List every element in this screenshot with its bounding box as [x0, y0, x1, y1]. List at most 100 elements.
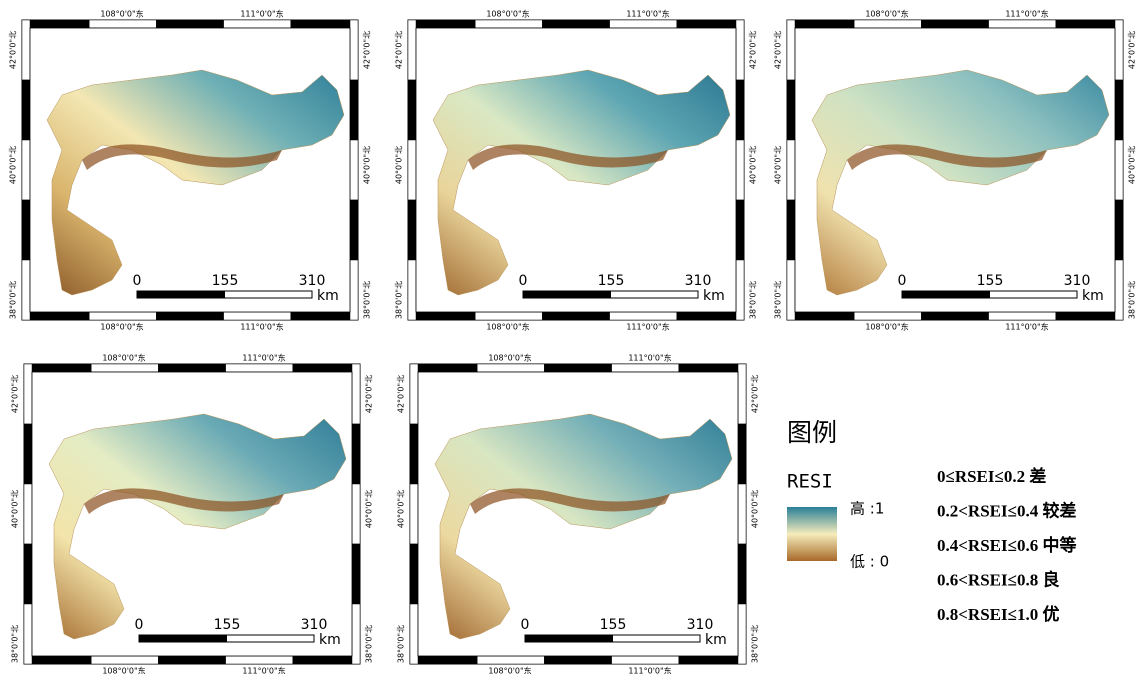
frame-segment	[738, 484, 746, 544]
lat-label: 40°0'0"北	[749, 146, 758, 184]
lat-label: 40°0'0"北	[1128, 146, 1137, 184]
lon-label: 108°0'0"东	[865, 9, 908, 19]
lon-label: 108°0'0"东	[488, 666, 531, 675]
scale-label: 0	[135, 617, 144, 633]
frame-segment	[158, 656, 225, 664]
lat-label: 42°0'0"北	[1128, 31, 1137, 69]
lat-label: 42°0'0"北	[363, 31, 372, 69]
frame-segment	[736, 260, 744, 320]
lon-label: 111°0'0"东	[240, 322, 283, 332]
scale-label: 0	[519, 273, 528, 289]
scale-label: 310	[1064, 273, 1091, 289]
lat-label: 42°0'0"北	[749, 31, 758, 69]
frame-segment	[22, 80, 30, 140]
lon-label: 108°0'0"东	[486, 9, 529, 19]
frame-segment	[226, 364, 293, 372]
frame-segment	[352, 484, 360, 544]
frame-segment	[156, 20, 223, 28]
lat-label: 42°0'0"北	[395, 31, 404, 69]
frame-segment	[1056, 20, 1123, 28]
frame-segment	[89, 312, 156, 320]
scale-bar-fill	[902, 291, 990, 298]
frame-segment	[24, 544, 32, 604]
lat-label: 38°0'0"北	[365, 625, 374, 663]
frame-segment	[542, 312, 609, 320]
frame-segment	[736, 80, 744, 140]
frame-segment	[350, 200, 358, 260]
lon-label: 111°0'0"东	[628, 353, 671, 363]
legend-class: 0.6<RSEI≤0.8 良	[937, 569, 1059, 589]
scale-bar-fill	[523, 291, 611, 298]
frame-segment	[989, 312, 1056, 320]
frame-segment	[352, 544, 360, 604]
frame-segment	[738, 424, 746, 484]
frame-segment	[787, 260, 795, 320]
scale-label: 155	[212, 273, 239, 289]
frame-segment	[612, 364, 679, 372]
scale-label: 310	[687, 617, 714, 633]
legend-class: 0≤RSEI≤0.2 差	[937, 466, 1046, 486]
frame-segment	[679, 656, 746, 664]
scale-label: 155	[598, 273, 625, 289]
frame-segment	[854, 20, 921, 28]
scale-bar-fill	[525, 635, 613, 642]
scale-label: 0	[898, 273, 907, 289]
frame-segment	[408, 80, 416, 140]
frame-segment	[787, 140, 795, 200]
frame-segment	[24, 604, 32, 664]
frame-segment	[677, 312, 744, 320]
frame-segment	[293, 656, 360, 664]
frame-segment	[736, 200, 744, 260]
lat-label: 38°0'0"北	[397, 625, 406, 663]
legend-low: 低 : 0	[850, 553, 889, 571]
frame-segment	[226, 656, 293, 664]
lon-label: 111°0'0"东	[242, 666, 285, 675]
scale-bar-fill	[137, 291, 225, 298]
frame-segment	[544, 656, 611, 664]
frame-segment	[787, 80, 795, 140]
lon-label: 108°0'0"东	[488, 353, 531, 363]
lat-label: 40°0'0"北	[395, 146, 404, 184]
frame-segment	[22, 200, 30, 260]
frame-segment	[350, 80, 358, 140]
frame-segment	[787, 20, 854, 28]
frame-segment	[544, 364, 611, 372]
lon-label: 111°0'0"东	[242, 353, 285, 363]
frame-segment	[158, 364, 225, 372]
lat-label: 40°0'0"北	[751, 490, 760, 528]
lat-label: 40°0'0"北	[397, 490, 406, 528]
frame-segment	[1115, 260, 1123, 320]
frame-segment	[1115, 20, 1123, 80]
lat-label: 38°0'0"北	[1128, 281, 1137, 319]
page: {"panels": [ {"top_labels": ["108°0'0\"东…	[0, 0, 1141, 678]
frame-segment	[677, 20, 744, 28]
frame-segment	[22, 20, 30, 80]
frame-segment	[24, 424, 32, 484]
legend-class: 0.4<RSEI≤0.6 中等	[937, 535, 1076, 555]
frame-segment	[410, 364, 418, 424]
lon-label: 111°0'0"东	[626, 322, 669, 332]
frame-segment	[736, 140, 744, 200]
scale-unit: km	[1082, 288, 1104, 304]
lat-label: 42°0'0"北	[365, 375, 374, 413]
frame-segment	[475, 20, 542, 28]
frame-segment	[787, 200, 795, 260]
lat-label: 40°0'0"北	[9, 146, 18, 184]
frame-segment	[408, 200, 416, 260]
lon-label: 108°0'0"东	[865, 322, 908, 332]
frame-segment	[408, 20, 416, 80]
frame-segment	[352, 364, 360, 424]
frame-segment	[787, 20, 795, 80]
frame-segment	[921, 312, 988, 320]
frame-segment	[352, 604, 360, 664]
frame-segment	[156, 312, 223, 320]
lat-label: 38°0'0"北	[363, 281, 372, 319]
frame-segment	[738, 604, 746, 664]
figure: 图例 RESI 高 :1 低 : 0 0≤RSEI≤0.2 差0.2<RSEI≤…	[0, 0, 1141, 674]
frame-segment	[1115, 200, 1123, 260]
frame-segment	[89, 20, 156, 28]
scale-label: 155	[214, 617, 241, 633]
lat-label: 42°0'0"北	[9, 31, 18, 69]
frame-segment	[736, 20, 744, 80]
